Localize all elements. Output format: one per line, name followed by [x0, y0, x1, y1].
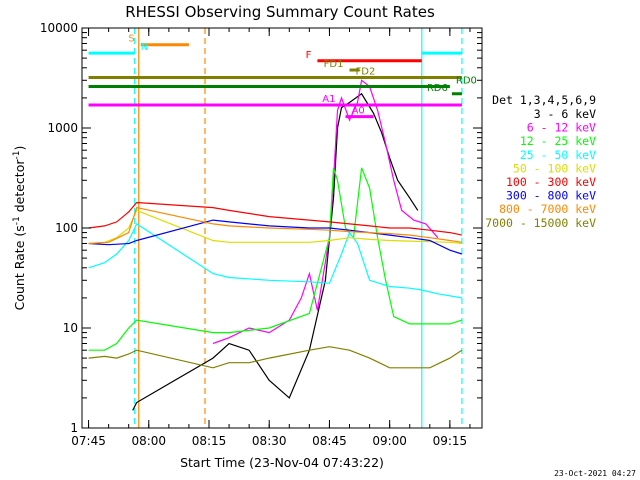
legend-entry-7000-15000-kev: 7000 - 15000 keV	[485, 216, 596, 230]
chart-title: RHESSI Observing Summary Count Rates	[125, 3, 435, 21]
flag-label-n: N	[141, 42, 148, 53]
flag-label-s: S	[128, 34, 134, 45]
series-300-800-kev	[88, 219, 463, 255]
legend-entry-100-300-kev: 100 - 300 keV	[506, 175, 596, 189]
series-7000-15000-kev	[88, 346, 463, 369]
y-tick-label-100: 100	[55, 221, 78, 235]
flag-vlines	[134, 28, 463, 428]
series-lines	[88, 79, 463, 411]
legend-entry-12-25-kev: 12 - 25 keV	[520, 134, 596, 148]
y-axis-ticks: 1 10 100 1000 10000	[40, 21, 482, 435]
x-tick-label-08-00: 08:00	[131, 434, 166, 448]
x-tick-label-08-15: 08:15	[192, 434, 227, 448]
y-tick-label-1000: 1000	[47, 121, 78, 135]
flag-label-rd6: RD6	[427, 83, 448, 94]
flag-label-fd2: FD2	[356, 66, 376, 77]
series-100-300-kev	[88, 201, 463, 236]
legend-entry-50-100-kev: 50 - 100 keV	[513, 161, 596, 175]
x-tick-label-08-30: 08:30	[252, 434, 287, 448]
series-800-7000-kev	[88, 206, 462, 245]
flag-label-rd0: RD0	[456, 76, 477, 87]
x-axis-label: Start Time (23-Nov-04 07:43:22)	[180, 455, 384, 470]
y-axis-label: Count Rate (s-1 detector-1)	[12, 146, 27, 311]
series-3-6-kev	[132, 92, 419, 411]
legend-entry-300-800-kev: 300 - 800 keV	[506, 189, 596, 203]
legend-entry-6-12-kev: 6 - 12 keV	[527, 121, 596, 135]
legend-entry-25-50-kev: 25 - 50 keV	[520, 148, 596, 162]
legend-title: Det 1,3,4,5,6,9	[492, 93, 596, 107]
x-tick-label-09-15: 09:15	[433, 434, 468, 448]
footer-timestamp: 23-Oct-2021 04:27	[554, 469, 636, 478]
flag-bars: SN F FD1 FD2 RD0 RD6 A1 A0	[88, 34, 477, 119]
series-50-100-kev	[88, 209, 462, 245]
legend-entry-3-6-kev: 3 - 6 keV	[534, 107, 596, 121]
series-12-25-kev	[88, 167, 463, 351]
series-25-50-kev	[88, 223, 463, 299]
x-tick-label-08-45: 08:45	[312, 434, 347, 448]
x-tick-label-09-00: 09:00	[372, 434, 407, 448]
flag-label-f: F	[306, 50, 312, 61]
x-tick-label-07-45: 07:45	[71, 434, 106, 448]
y-tick-label-10000: 10000	[40, 21, 78, 35]
flag-label-a1: A1	[322, 94, 335, 105]
y-tick-label-1: 1	[70, 421, 78, 435]
flag-label-a0: A0	[352, 106, 365, 117]
flag-label-fd1: FD1	[324, 59, 344, 70]
legend-entry-800-7000-kev: 800 - 7000 keV	[499, 202, 596, 216]
series-6-12-kev	[212, 79, 439, 345]
y-tick-label-10: 10	[63, 321, 78, 335]
x-axis-ticks: 07:45 08:00 08:15 08:30 08:45 09:00 09:15	[71, 28, 471, 448]
